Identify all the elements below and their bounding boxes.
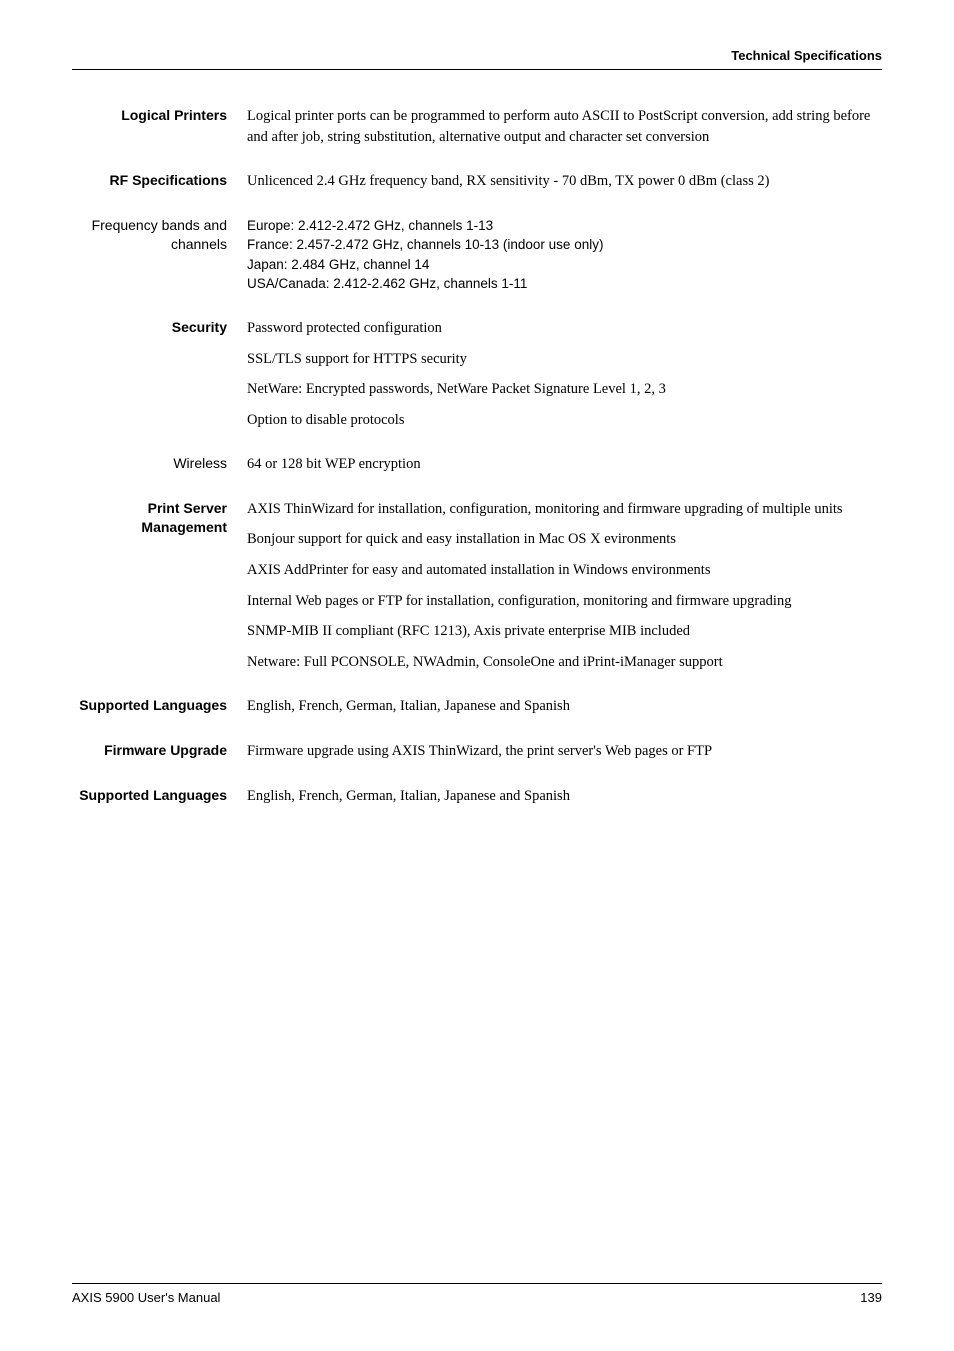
spec-paragraph: Firmware upgrade using AXIS ThinWizard, … bbox=[247, 741, 882, 762]
spec-paragraph: SSL/TLS support for HTTPS security bbox=[247, 349, 882, 370]
spec-label: RF Specifications bbox=[72, 171, 247, 192]
footer-section: AXIS 5900 User's Manual 139 bbox=[72, 1283, 882, 1305]
spec-label: Wireless bbox=[72, 454, 247, 475]
spec-label: Supported Languages bbox=[72, 696, 247, 717]
spec-label: Logical Printers bbox=[72, 106, 247, 147]
footer-rule bbox=[72, 1283, 882, 1284]
spec-paragraph: AXIS AddPrinter for easy and automated i… bbox=[247, 560, 882, 581]
spec-paragraph: SNMP-MIB II compliant (RFC 1213), Axis p… bbox=[247, 621, 882, 642]
spec-row: Wireless 64 or 128 bit WEP encryption bbox=[72, 454, 882, 475]
footer-left: AXIS 5900 User's Manual bbox=[72, 1290, 220, 1305]
footer-page-number: 139 bbox=[860, 1290, 882, 1305]
spec-value: Unlicenced 2.4 GHz frequency band, RX se… bbox=[247, 171, 882, 192]
spec-paragraph: Unlicenced 2.4 GHz frequency band, RX se… bbox=[247, 171, 882, 192]
spec-value: Firmware upgrade using AXIS ThinWizard, … bbox=[247, 741, 882, 762]
spec-paragraph: Internal Web pages or FTP for installati… bbox=[247, 591, 882, 612]
spec-label: Security bbox=[72, 318, 247, 430]
spec-row: RF Specifications Unlicenced 2.4 GHz fre… bbox=[72, 171, 882, 192]
spec-value: English, French, German, Italian, Japane… bbox=[247, 696, 882, 717]
spec-value: English, French, German, Italian, Japane… bbox=[247, 786, 882, 807]
spec-row: Supported Languages English, French, Ger… bbox=[72, 786, 882, 807]
spec-row: Security Password protected configuratio… bbox=[72, 318, 882, 430]
spec-value: 64 or 128 bit WEP encryption bbox=[247, 454, 882, 475]
header-section: Technical Specifications bbox=[72, 48, 882, 70]
spec-paragraph: English, French, German, Italian, Japane… bbox=[247, 696, 882, 717]
spec-paragraph: Logical printer ports can be programmed … bbox=[247, 106, 882, 147]
spec-paragraph: Europe: 2.412-2.472 GHz, channels 1-13 F… bbox=[247, 216, 882, 294]
header-rule bbox=[72, 69, 882, 70]
spec-paragraph: Password protected configuration bbox=[247, 318, 882, 339]
spec-row: Supported Languages English, French, Ger… bbox=[72, 696, 882, 717]
spec-value: Logical printer ports can be programmed … bbox=[247, 106, 882, 147]
spec-paragraph: Netware: Full PCONSOLE, NWAdmin, Console… bbox=[247, 652, 882, 673]
header-title: Technical Specifications bbox=[72, 48, 882, 63]
spec-row: Logical Printers Logical printer ports c… bbox=[72, 106, 882, 147]
spec-paragraph: NetWare: Encrypted passwords, NetWare Pa… bbox=[247, 379, 882, 400]
spec-paragraph: Option to disable protocols bbox=[247, 410, 882, 431]
spec-label: Print Server Management bbox=[72, 499, 247, 672]
spec-row: Frequency bands and channels Europe: 2.4… bbox=[72, 216, 882, 294]
spec-value: Europe: 2.412-2.472 GHz, channels 1-13 F… bbox=[247, 216, 882, 294]
spec-value: AXIS ThinWizard for installation, config… bbox=[247, 499, 882, 672]
content-area: Logical Printers Logical printer ports c… bbox=[72, 78, 882, 806]
spec-paragraph: 64 or 128 bit WEP encryption bbox=[247, 454, 882, 475]
footer-row: AXIS 5900 User's Manual 139 bbox=[72, 1290, 882, 1305]
spec-paragraph: Bonjour support for quick and easy insta… bbox=[247, 529, 882, 550]
spec-paragraph: English, French, German, Italian, Japane… bbox=[247, 786, 882, 807]
spec-paragraph: AXIS ThinWizard for installation, config… bbox=[247, 499, 882, 520]
spec-label: Firmware Upgrade bbox=[72, 741, 247, 762]
spec-row: Print Server Management AXIS ThinWizard … bbox=[72, 499, 882, 672]
spec-label: Frequency bands and channels bbox=[72, 216, 247, 294]
spec-value: Password protected configuration SSL/TLS… bbox=[247, 318, 882, 430]
spec-row: Firmware Upgrade Firmware upgrade using … bbox=[72, 741, 882, 762]
spec-label: Supported Languages bbox=[72, 786, 247, 807]
